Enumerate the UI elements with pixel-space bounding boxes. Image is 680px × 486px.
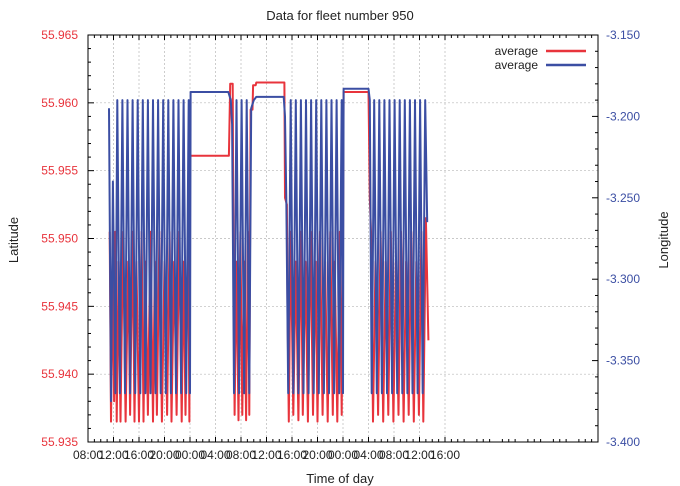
legend-label: average: [495, 58, 539, 72]
longitude-series-line: [108, 87, 429, 403]
x-tick-label: 08:00: [73, 448, 103, 462]
chart-title: Data for fleet number 950: [266, 8, 413, 23]
x-tick-label: 16:00: [277, 448, 307, 462]
legend-label: average: [495, 44, 539, 58]
x-tick-label: 16:00: [430, 448, 460, 462]
x-tick-label: 20:00: [149, 448, 179, 462]
y-axis-label-left: Latitude: [6, 217, 21, 263]
x-tick-label: 08:00: [226, 448, 256, 462]
x-tick-label: 04:00: [200, 448, 230, 462]
y-left-tick-label: 55.940: [41, 367, 78, 381]
x-tick-label: 12:00: [251, 448, 281, 462]
x-axis-label: Time of day: [306, 471, 374, 486]
y-right-tick-label: -3.300: [606, 272, 640, 286]
y-left-tick-label: 55.945: [41, 299, 78, 313]
x-tick-label: 00:00: [328, 448, 358, 462]
x-tick-label: 08:00: [379, 448, 409, 462]
x-tick-label: 16:00: [124, 448, 154, 462]
x-tick-label: 00:00: [175, 448, 205, 462]
y-left-tick-label: 55.965: [41, 28, 78, 42]
y-right-tick-label: -3.250: [606, 191, 640, 205]
x-tick-label: 12:00: [98, 448, 128, 462]
series-layer: [108, 81, 430, 423]
y-right-tick-label: -3.350: [606, 354, 640, 368]
axis-ticks: 08:0012:0016:0020:0000:0004:0008:0012:00…: [41, 28, 640, 462]
y-left-tick-label: 55.960: [41, 96, 78, 110]
y-right-tick-label: -3.400: [606, 435, 640, 449]
y-left-tick-label: 55.955: [41, 164, 78, 178]
y-right-tick-label: -3.150: [606, 28, 640, 42]
y-left-tick-label: 55.935: [41, 435, 78, 449]
y-right-tick-label: -3.200: [606, 109, 640, 123]
x-tick-label: 12:00: [404, 448, 434, 462]
x-tick-label: 04:00: [353, 448, 383, 462]
x-tick-label: 20:00: [302, 448, 332, 462]
y-axis-label-right: Longitude: [656, 211, 671, 268]
y-left-tick-label: 55.950: [41, 232, 78, 246]
